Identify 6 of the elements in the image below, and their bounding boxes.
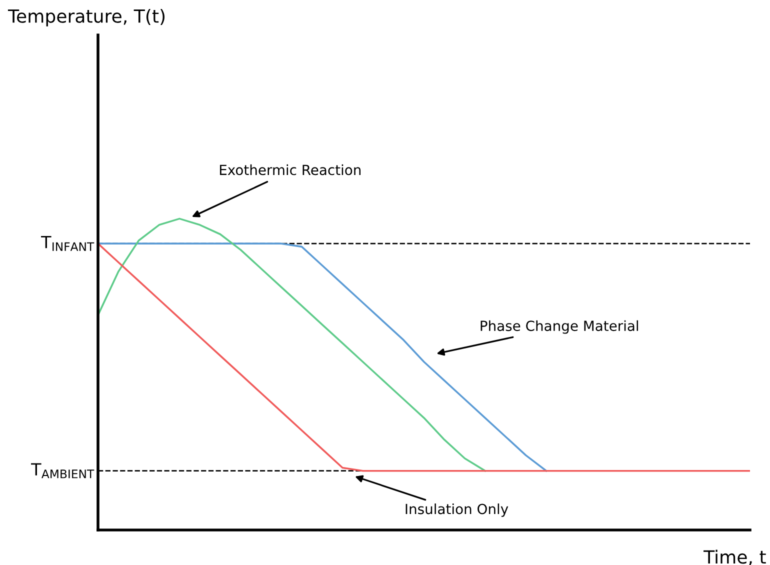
annotation: Phase Change Material xyxy=(480,320,638,334)
text: Exothermic Reaction xyxy=(220,164,361,176)
annotation: Insulation Only xyxy=(406,503,508,517)
text: Temperature, T(t) xyxy=(8,8,165,26)
ref-line-label: T$_{AMBIENT}$ xyxy=(31,463,94,478)
ref-line-label: T$_{INFANT}$ xyxy=(41,236,94,251)
